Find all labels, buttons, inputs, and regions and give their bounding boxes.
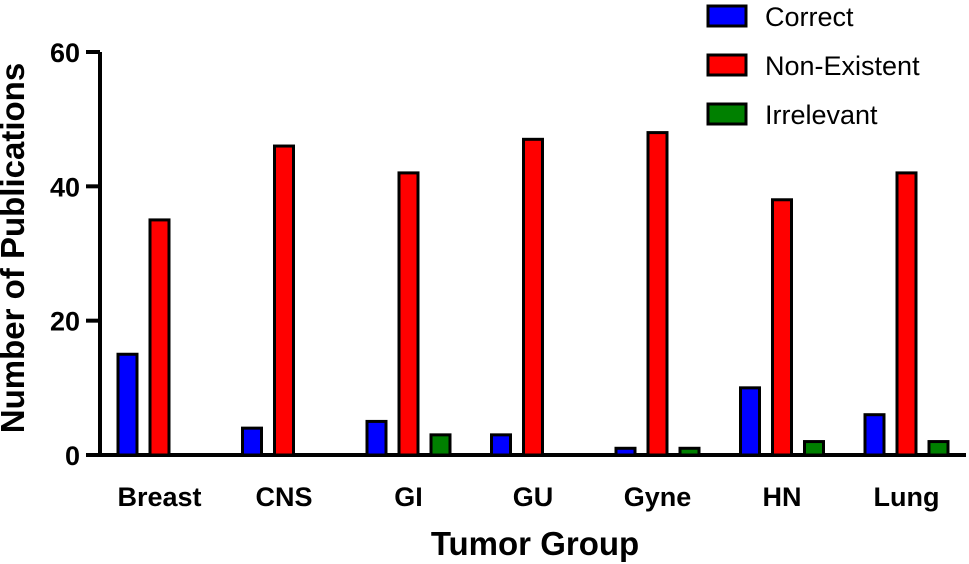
bar-lung-irrelevant bbox=[927, 440, 950, 457]
legend-label: Irrelevant bbox=[765, 100, 878, 130]
y-tick-label: 40 bbox=[50, 172, 80, 202]
y-tick-label: 0 bbox=[65, 441, 80, 471]
legend-swatch bbox=[706, 102, 748, 126]
bar-lung-correct bbox=[863, 413, 886, 457]
bar-hn-correct bbox=[739, 386, 761, 457]
bar-gyne-irrelevant bbox=[678, 446, 701, 457]
x-tick-label: Gyne bbox=[624, 482, 692, 512]
x-axis-title: Tumor Group bbox=[431, 525, 639, 562]
legend: Correct Non-Existent Irrelevant bbox=[706, 2, 920, 130]
legend-swatch bbox=[706, 4, 748, 28]
x-tick-label: Breast bbox=[117, 482, 201, 512]
x-tick-label: CNS bbox=[255, 482, 312, 512]
bar-gi-correct bbox=[365, 419, 388, 457]
bar-gyne-non-existent bbox=[646, 131, 669, 457]
bar-cns-non-existent bbox=[273, 144, 295, 457]
x-tick-label: Lung bbox=[874, 482, 940, 512]
legend-swatch bbox=[706, 53, 748, 77]
bar-hn-irrelevant bbox=[803, 440, 825, 457]
x-tick-label: GU bbox=[513, 482, 554, 512]
bar-gu-non-existent bbox=[522, 137, 544, 457]
bar-gi-non-existent bbox=[397, 171, 420, 457]
bar-lung-non-existent bbox=[895, 171, 918, 457]
y-tick-label: 60 bbox=[50, 38, 80, 68]
y-tick-label: 20 bbox=[50, 307, 80, 337]
bar-breast-non-existent bbox=[148, 218, 171, 457]
bar-gi-irrelevant bbox=[429, 433, 452, 457]
x-tick-label: GI bbox=[394, 482, 423, 512]
bar-hn-non-existent bbox=[771, 198, 793, 457]
legend-label: Non-Existent bbox=[765, 51, 920, 81]
bar-breast-correct bbox=[116, 352, 139, 457]
y-axis-title: Number of Publications bbox=[0, 63, 31, 433]
bar-gyne-correct bbox=[614, 446, 637, 457]
y-axis: 0 20 40 60 bbox=[50, 38, 102, 471]
bar-gu-correct bbox=[490, 433, 512, 457]
bars bbox=[116, 131, 950, 457]
bar-cns-correct bbox=[241, 426, 263, 457]
x-tick-label: HN bbox=[763, 482, 802, 512]
category-labels: Breast CNS GI GU Gyne HN Lung bbox=[117, 482, 939, 512]
legend-label: Correct bbox=[765, 2, 854, 32]
